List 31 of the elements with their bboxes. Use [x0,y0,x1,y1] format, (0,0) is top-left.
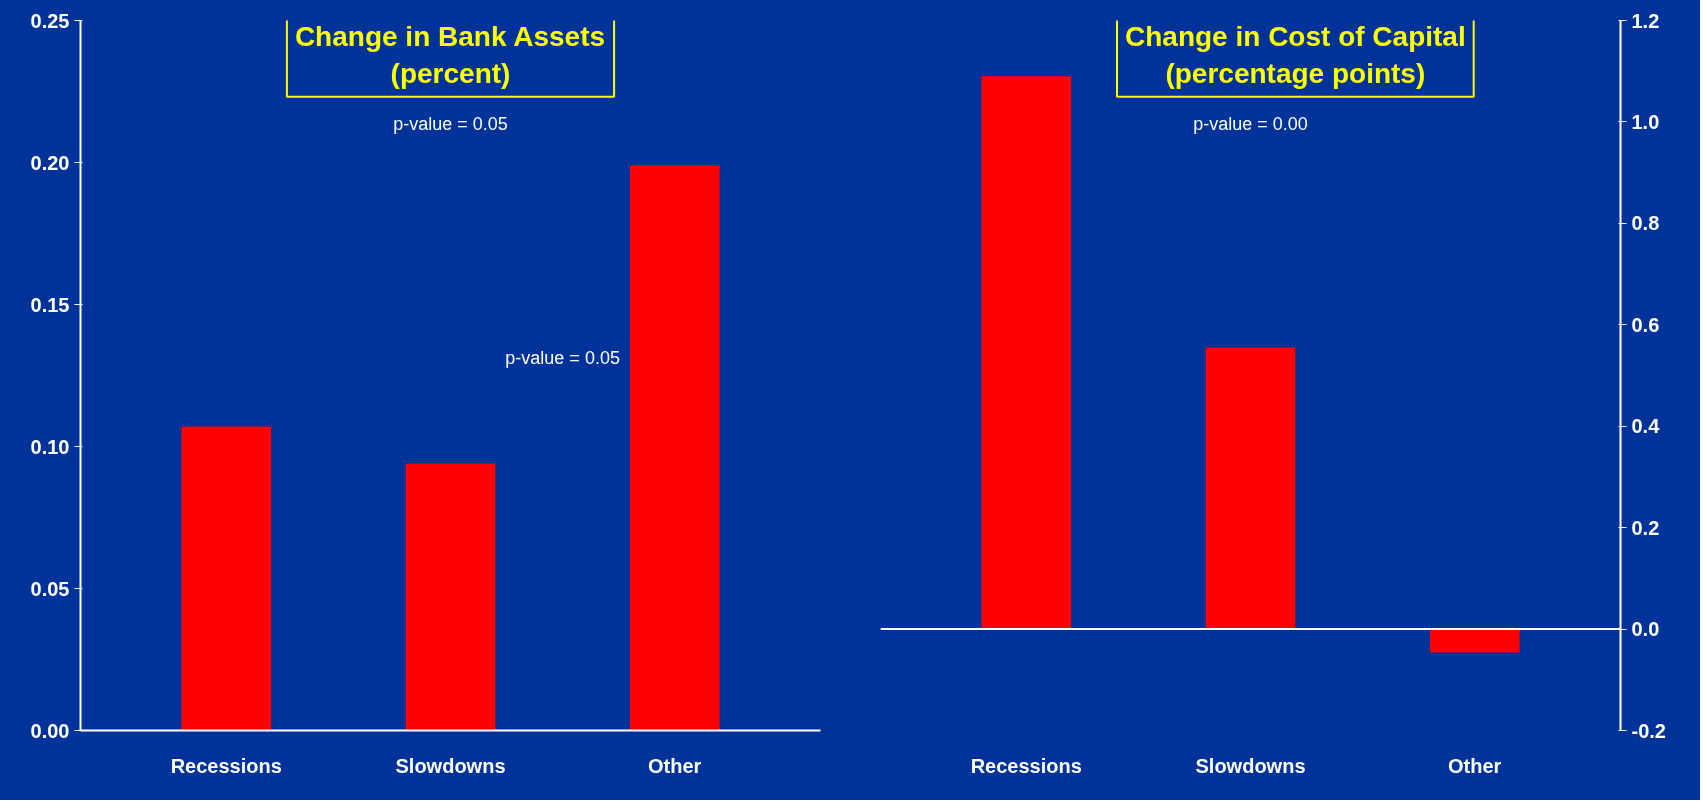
bar [981,76,1072,630]
annotation: p-value = 0.05 [393,114,508,135]
x-tick-label: Slowdowns [1195,754,1306,777]
bar [1205,347,1296,630]
y-tick-label: 0.0 [1631,618,1660,641]
x-tick-label: Other [1448,754,1502,777]
y-tick-label: 0.25 [30,9,70,32]
y-tick-label: 0.4 [1631,415,1661,438]
y-tick-label: 1.0 [1631,110,1660,133]
y-tick-label: 1.2 [1631,9,1660,32]
bar [181,426,272,731]
bar [405,463,496,731]
y-tick-label: 0.8 [1631,212,1660,235]
y-tick-label: 0.2 [1631,516,1660,539]
annotation: p-value = 0.05 [505,348,620,369]
x-tick-label: Slowdowns [395,754,506,777]
bar [629,165,720,731]
x-tick-label: Other [648,754,702,777]
text: Change in Bank Assets (percent) [294,20,606,89]
y-tick-label: 0.6 [1631,313,1660,336]
x-tick-label: Recessions [170,754,282,777]
y-tick-label: 0.10 [30,435,70,458]
y-tick-label: 0.20 [30,151,70,174]
annotation: p-value = 0.00 [1193,114,1308,135]
y-tick-label: 0.00 [30,719,70,742]
y-tick-label: 0.05 [30,577,70,600]
y-tick-label: -0.2 [1631,719,1666,742]
x-tick-label: Recessions [970,754,1082,777]
bar [1429,629,1520,653]
text: Change in Cost of Capital (percentage points) [1125,20,1466,89]
y-tick-label: 0.15 [30,293,70,316]
